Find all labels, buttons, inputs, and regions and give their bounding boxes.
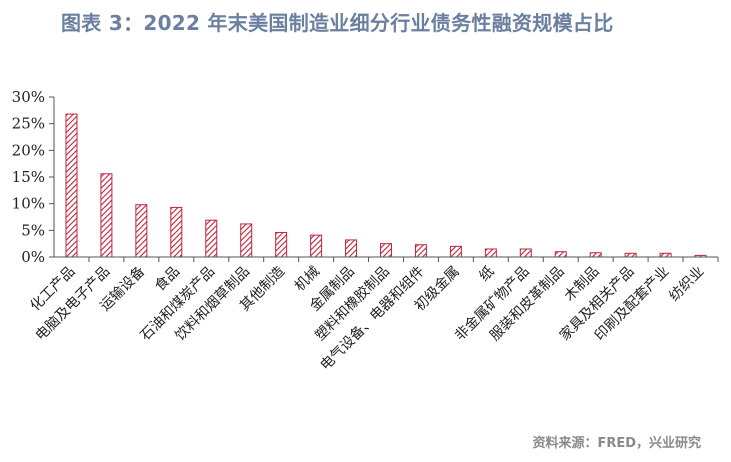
- bar: [170, 206, 183, 258]
- x-tick-label: 纸: [476, 264, 497, 285]
- bar: [310, 234, 323, 258]
- bar: [449, 245, 462, 258]
- bar: [519, 248, 532, 258]
- bar: [554, 251, 567, 258]
- bar: [624, 252, 637, 258]
- y-tick-label: 20%: [12, 141, 45, 159]
- source-note: 资料来源：FRED，兴业研究: [532, 436, 701, 451]
- bar: [414, 244, 427, 258]
- y-axis: 0% 5% 10% 15% 20% 25% 30%: [12, 88, 55, 266]
- bar: [100, 173, 113, 258]
- bar: [275, 231, 288, 258]
- y-tick-label: 0%: [21, 248, 45, 266]
- bar: [135, 204, 148, 258]
- bar: [65, 113, 78, 258]
- y-tick-label: 5%: [21, 221, 45, 239]
- y-tick-label: 25%: [12, 115, 45, 133]
- x-tick-label: 食品: [151, 263, 183, 295]
- bar: [589, 252, 602, 258]
- bar: [240, 223, 253, 258]
- y-tick-label: 30%: [12, 88, 45, 106]
- bar: [380, 243, 392, 258]
- x-tick-label: 机械: [292, 264, 323, 295]
- y-tick-label: 15%: [12, 168, 45, 186]
- chart-title: 图表 3：2022 年末美国制造业细分行业债务性融资规模占比: [61, 11, 614, 35]
- x-tick-label: 纺织业: [666, 264, 707, 305]
- bar: [659, 252, 672, 258]
- bar: [205, 219, 218, 258]
- bar: [345, 239, 358, 258]
- bar: [484, 248, 497, 258]
- y-tick-label: 10%: [12, 195, 45, 213]
- bars: [65, 113, 707, 258]
